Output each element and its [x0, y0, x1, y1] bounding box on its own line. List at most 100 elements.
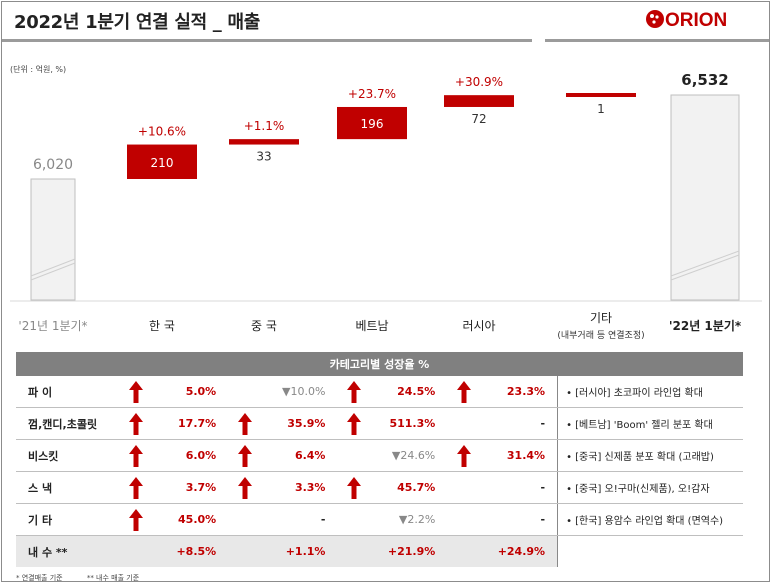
step-growth-1: +1.1%: [244, 119, 285, 133]
growth-cell: -: [447, 407, 558, 440]
step-bar-2: [337, 106, 407, 140]
step-bar-4: [566, 93, 636, 97]
growth-table: 카테고리별 성장율 % 파 이 5.0% ▼10.0% 24.5% 23.3% • [러시…: [16, 352, 743, 567]
orion-logo: ORION: [646, 10, 727, 31]
category-label-1: 한 국: [92, 317, 232, 334]
up-arrow-icon: [238, 477, 253, 499]
growth-cell: +1.1%: [228, 535, 338, 567]
category-label-text: 한 국: [149, 319, 175, 333]
row-note: [557, 535, 743, 567]
up-arrow-icon: [129, 413, 144, 435]
growth-value: 45.7%: [397, 481, 436, 494]
category-label-3: 베트남: [302, 317, 442, 334]
waterfall-chart: 6,020 210 +10.6% 33 +1.1% 196 +23.7% 72 +30.9% 1 6…: [10, 71, 762, 302]
footnote-2: ** 내수 매출 기준: [86, 574, 140, 582]
growth-value: -: [540, 481, 546, 494]
table-row: 껌,캔디,초콜릿 17.7% 35.9% 511.3% - • [베트남] 'Boom' …: [16, 407, 743, 440]
growth-cell: 35.9%: [228, 407, 338, 440]
end-total-bar: [670, 94, 740, 301]
row-note: • [중국] 오!구마(신제품), 오!감자: [557, 471, 743, 504]
row-label: 파 이: [16, 376, 120, 408]
growth-value: +21.9%: [387, 545, 436, 558]
growth-cell: 6.0%: [119, 439, 229, 472]
growth-value: 23.3%: [506, 385, 546, 398]
growth-value: +1.1%: [285, 545, 326, 558]
row-label: 비스킷: [16, 439, 120, 472]
row-note: • [러시아] 초코파이 라인업 확대: [557, 376, 743, 408]
category-label-text: '21년 1분기*: [18, 319, 88, 333]
growth-cell: 511.3%: [337, 407, 448, 440]
up-arrow-icon: [347, 477, 362, 499]
up-arrow-icon: [238, 413, 253, 435]
step-bar-0: [127, 144, 197, 179]
up-arrow-icon: [457, 381, 472, 403]
up-arrow-icon: [129, 381, 144, 403]
growth-cell: -: [228, 503, 338, 536]
category-label-text: 중 국: [251, 319, 277, 333]
growth-cell: -: [447, 471, 558, 504]
footnotes: * 연결매출 기준 ** 내수 매출 기준: [16, 573, 161, 582]
growth-cell: 45.7%: [337, 471, 448, 504]
step-bar-3: [444, 95, 514, 107]
growth-value: 3.3%: [294, 481, 326, 494]
growth-value: -: [540, 417, 546, 430]
up-arrow-icon: [129, 509, 144, 531]
growth-cell: +21.9%: [337, 535, 448, 567]
growth-value: 31.4%: [506, 449, 546, 462]
growth-value: 6.0%: [185, 449, 217, 462]
unit-note: (단위 : 억원, %): [10, 65, 67, 74]
row-label: 껌,캔디,초콜릿: [16, 407, 120, 440]
step-value-2: 196: [361, 117, 384, 131]
growth-table-header: 카테고리별 성장율 %: [16, 352, 743, 376]
growth-cell: 31.4%: [447, 439, 558, 472]
category-label-text: '22년 1분기*: [668, 319, 742, 333]
row-note: • [베트남] 'Boom' 젤리 분포 확대: [557, 407, 743, 440]
up-arrow-icon: [238, 445, 253, 467]
category-label-text: 러시아: [462, 319, 496, 333]
step-value-0: 210: [151, 156, 174, 170]
step-growth-0: +10.6%: [138, 125, 186, 139]
growth-value: 45.0%: [178, 513, 217, 526]
end-axis-break: [670, 250, 740, 281]
growth-value: 35.9%: [287, 417, 326, 430]
start-axis-break: [30, 258, 76, 281]
growth-value: -: [320, 513, 326, 526]
row-note: • [중국] 신제품 분포 확대 (고래밥): [557, 439, 743, 472]
category-label-text: 베트남: [355, 319, 389, 333]
growth-cell: 3.3%: [228, 471, 338, 504]
growth-cell: 45.0%: [119, 503, 229, 536]
growth-cell: 5.0%: [119, 376, 229, 408]
growth-value: 511.3%: [389, 417, 436, 430]
growth-cell: 24.5%: [337, 376, 448, 408]
growth-value: -: [540, 513, 546, 526]
title-rule-left: [2, 39, 532, 42]
up-arrow-icon: [347, 413, 362, 435]
step-growth-3: +30.9%: [455, 75, 503, 89]
row-note: • [한국] 용암수 라인업 확대 (면역수): [557, 503, 743, 536]
growth-value: +24.9%: [497, 545, 546, 558]
category-label-0: '21년 1분기*: [2, 317, 123, 334]
step-value-4: 1: [597, 102, 605, 116]
growth-value: +8.5%: [176, 545, 217, 558]
growth-value: 5.0%: [185, 385, 217, 398]
orion-logo-text: ORION: [665, 10, 727, 31]
growth-cell: ▼10.0%: [228, 376, 338, 408]
up-arrow-icon: [457, 445, 472, 467]
step-growth-2: +23.7%: [348, 87, 396, 101]
growth-cell: 3.7%: [119, 471, 229, 504]
row-label: 내 수 **: [16, 535, 120, 567]
growth-value: ▼2.2%: [398, 513, 436, 526]
growth-value: ▼10.0%: [282, 385, 326, 398]
growth-cell: -: [447, 503, 558, 536]
table-row: 기 타 45.0% - ▼2.2% - • [한국] 용암수 라인업 확대 (면역수): [16, 503, 743, 536]
category-subtitle: (내부거래 등 연결조정): [557, 331, 645, 341]
up-arrow-icon: [129, 477, 144, 499]
growth-cell: ▼2.2%: [337, 503, 448, 536]
footnote-1: * 연결매출 기준: [16, 574, 63, 582]
category-label-4: 러시아: [409, 317, 549, 334]
table-row: 내 수 ** +8.5% +1.1% +21.9% +24.9%: [16, 535, 743, 567]
start-total-bar: [30, 178, 76, 301]
table-row: 스 낵 3.7% 3.3% 45.7% - • [중국] 오!구마(신제품), 오!감자: [16, 471, 743, 504]
table-row: 비스킷 6.0% 6.4% ▼24.6% 31.4% • [중국] 신제품 분포 확대 (…: [16, 439, 743, 472]
row-label: 스 낵: [16, 471, 120, 504]
